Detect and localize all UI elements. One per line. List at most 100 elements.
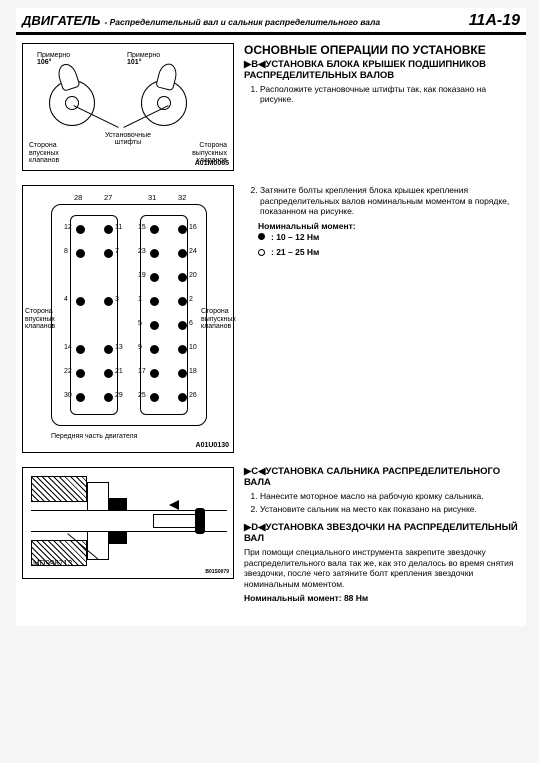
bolt-point <box>104 345 113 354</box>
bolt-number: 5 <box>138 320 142 327</box>
bolt-point <box>150 345 159 354</box>
bolt-point <box>150 393 159 402</box>
bolt-point <box>104 249 113 258</box>
bolt-number: 20 <box>189 272 197 279</box>
fig3-code: B01S0079 <box>205 569 229 575</box>
bolt-point <box>178 369 187 378</box>
step-2: Затяните болты крепления блока крышек кр… <box>260 185 520 217</box>
bolt-number: 12 <box>64 224 72 231</box>
front-label: Передняя часть двигателя <box>51 433 137 440</box>
bolt-number: 18 <box>189 368 197 375</box>
bolt-number: 13 <box>115 344 123 351</box>
bolt-number: 21 <box>115 368 123 375</box>
angle-right-lbl: Примерно <box>127 52 160 59</box>
bolt-point <box>178 393 187 402</box>
d-text: При помощи специального инструмента закр… <box>244 547 520 590</box>
bolt-point <box>178 321 187 330</box>
figure-bolt-sequence: Сторона впускных клапанов Сторона выпуск… <box>22 185 234 453</box>
bolt-number: 14 <box>64 344 72 351</box>
bolt-point <box>150 321 159 330</box>
bolt-point <box>76 249 85 258</box>
hn-3: 32 <box>178 193 186 202</box>
bolt-number: 23 <box>138 248 146 255</box>
step-1: Расположите установочные штифты так, как… <box>260 84 520 105</box>
bolt-number: 25 <box>138 392 146 399</box>
bolt-point <box>178 225 187 234</box>
figure-camshaft-pins: Примерно 106° Примерно 101° Установочные… <box>22 43 234 171</box>
bolt-point <box>76 225 85 234</box>
bolt-number: 4 <box>64 296 68 303</box>
intake-side-2: Сторона впускных клапанов <box>25 308 51 331</box>
torque-2: : 21 – 25 Нм <box>271 247 319 258</box>
row-1: Примерно 106° Примерно 101° Установочные… <box>22 43 520 171</box>
bolt-point <box>150 297 159 306</box>
hn-2: 31 <box>148 193 156 202</box>
bolt-point <box>178 297 187 306</box>
bolt-point <box>104 297 113 306</box>
pins-label: Установочные штифты <box>101 132 155 146</box>
bolt-number: 29 <box>115 392 123 399</box>
bolt-point <box>104 369 113 378</box>
tool-label: MD998713 <box>33 559 72 568</box>
bolt-point <box>76 297 85 306</box>
bolt-number: 15 <box>138 224 146 231</box>
header-title: ДВИГАТЕЛЬ <box>22 13 100 28</box>
bolt-point <box>150 369 159 378</box>
bolt-number: 6 <box>189 320 193 327</box>
bolt-point <box>76 345 85 354</box>
text-col-3: ▶C◀УСТАНОВКА САЛЬНИКА РАСПРЕДЕЛИТЕЛЬНОГО… <box>244 467 520 604</box>
bolt-number: 30 <box>64 392 72 399</box>
torque-1: : 10 – 12 Нм <box>271 232 319 243</box>
bolt-number: 1 <box>138 296 142 303</box>
c-step-1: Нанесите моторное масло на рабочую кромк… <box>260 491 520 502</box>
bolt-point <box>150 249 159 258</box>
bolt-number: 19 <box>138 272 146 279</box>
sub-c: ▶C◀УСТАНОВКА САЛЬНИКА РАСПРЕДЕЛИТЕЛЬНОГО… <box>244 467 520 489</box>
text-col-2: Затяните болты крепления блока крышек кр… <box>244 185 520 453</box>
fig2-code: A01U0130 <box>196 442 229 449</box>
bolt-number: 24 <box>189 248 197 255</box>
sub-d: ▶D◀УСТАНОВКА ЗВЕЗДОЧКИ НА РАСПРЕДЕЛИТЕЛЬ… <box>244 523 520 545</box>
bolt-number: 10 <box>189 344 197 351</box>
row-2: Сторона впускных клапанов Сторона выпуск… <box>22 185 520 453</box>
c-step-2: Установите сальник на место как показано… <box>260 504 520 515</box>
bolt-number: 7 <box>115 248 119 255</box>
row-3: MD998713 B01S0079 ▶C◀УСТАНОВКА САЛЬНИКА … <box>22 467 520 604</box>
hn-1: 27 <box>104 193 112 202</box>
bolt-point <box>76 369 85 378</box>
bolt-number: 16 <box>189 224 197 231</box>
bolt-number: 8 <box>64 248 68 255</box>
angle-right-val: 101° <box>127 59 160 66</box>
bolt-point <box>178 345 187 354</box>
bolt-point <box>178 249 187 258</box>
page-header: ДВИГАТЕЛЬ - Распределительный вал и саль… <box>16 8 526 35</box>
bolt-point <box>150 273 159 282</box>
fig1-code: A01M0065 <box>195 160 229 167</box>
header-subtitle: - Распределительный вал и сальник распре… <box>104 17 380 27</box>
figure-seal-install: MD998713 B01S0079 <box>22 467 234 579</box>
page-number: 11А-19 <box>469 12 520 30</box>
sub-b: ▶B◀УСТАНОВКА БЛОКА КРЫШЕК ПОДШИПНИКОВ РА… <box>244 60 520 82</box>
text-col-1: ОСНОВНЫЕ ОПЕРАЦИИ ПО УСТАНОВКЕ ▶B◀УСТАНО… <box>244 43 520 171</box>
main-title: ОСНОВНЫЕ ОПЕРАЦИИ ПО УСТАНОВКЕ <box>244 43 520 58</box>
angle-left-val: 106° <box>37 59 70 66</box>
bolt-number: 22 <box>64 368 72 375</box>
bolt-number: 3 <box>115 296 119 303</box>
bolt-number: 11 <box>115 224 122 231</box>
angle-left-lbl: Примерно <box>37 52 70 59</box>
bolt-number: 9 <box>138 344 142 351</box>
bolt-number: 2 <box>189 296 193 303</box>
bolt-number: 26 <box>189 392 197 399</box>
bolt-number: 17 <box>138 368 146 375</box>
bolt-point <box>150 225 159 234</box>
bolt-point <box>104 393 113 402</box>
bolt-point <box>76 393 85 402</box>
bullet-open-icon <box>258 249 265 256</box>
nominal-label: Номинальный момент: <box>258 221 520 232</box>
bolt-point <box>104 225 113 234</box>
bolt-point <box>178 273 187 282</box>
d-torque: Номинальный момент: 88 Нм <box>244 593 520 604</box>
hn-0: 28 <box>74 193 82 202</box>
bullet-filled-icon <box>258 233 265 240</box>
intake-side-1: Сторона впускных клапанов <box>29 142 77 165</box>
